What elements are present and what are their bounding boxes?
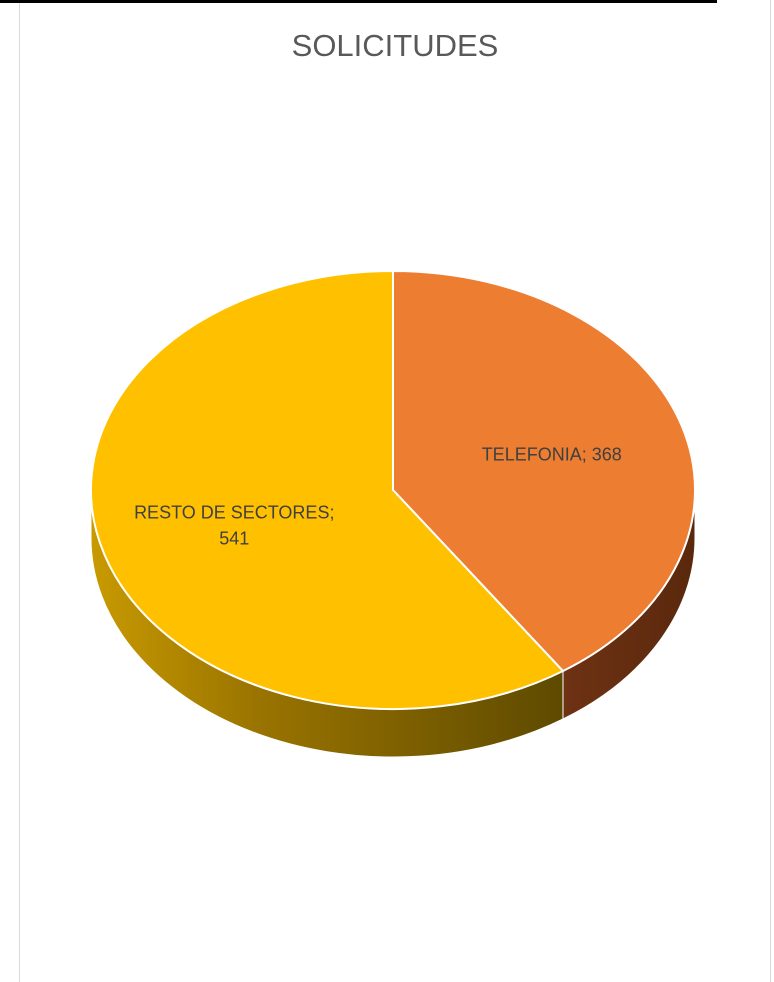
top-rule (0, 0, 717, 3)
pie-slice-telefonia (392, 270, 696, 673)
chart-area-right-border (770, 0, 771, 982)
chart-title: SOLICITUDES (291, 28, 499, 63)
data-label-telefonia: TELEFONIA; 368 (482, 445, 622, 465)
pie-labels: TELEFONIA; 368 RESTO DE SECTORES; 541 (134, 445, 622, 549)
chart-area-left-border (19, 0, 20, 982)
data-label-resto-de-sectores: RESTO DE SECTORES; 541 (134, 502, 334, 548)
pie-top (90, 270, 696, 710)
pie-slice-resto-de-sectores (90, 270, 564, 710)
